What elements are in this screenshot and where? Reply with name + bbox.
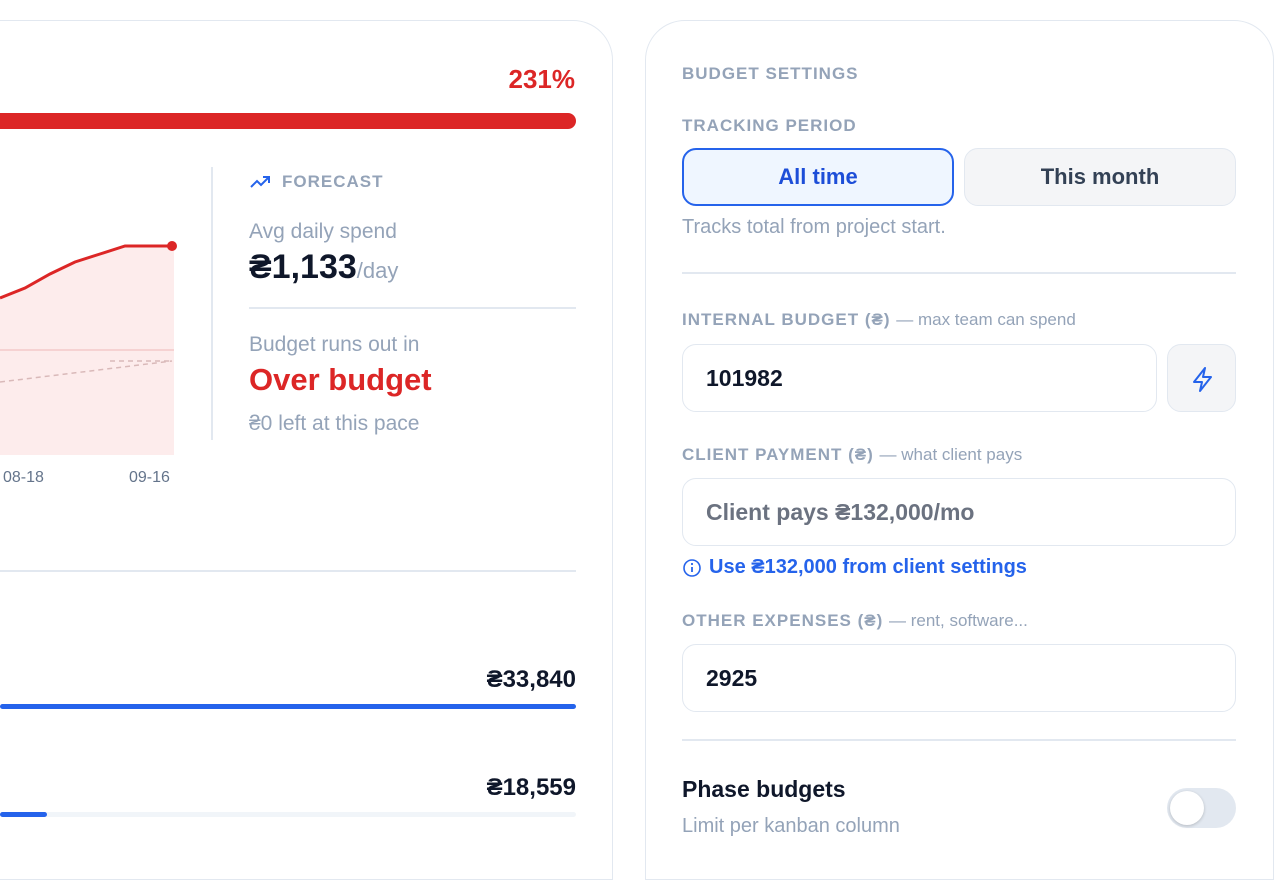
- x-label: 09-16: [129, 469, 170, 486]
- avg-row: ₴1,133/day: [249, 248, 398, 287]
- progress-bar: [0, 113, 576, 129]
- period-option[interactable]: All time: [682, 148, 954, 206]
- trend-icon: [250, 176, 270, 188]
- divider: [682, 272, 1236, 274]
- page: 231% 08-18 09-16 FORECAST Avg daily spen…: [0, 20, 1274, 880]
- toggle[interactable]: [1167, 788, 1236, 828]
- total: ₴33,840: [486, 666, 576, 693]
- percent: 231%: [508, 64, 576, 94]
- auto-button[interactable]: [1167, 344, 1236, 412]
- label-note: — rent, software...: [889, 611, 1028, 630]
- divider: [249, 307, 576, 309]
- avg-label: Avg daily spend: [249, 220, 397, 243]
- lightning-icon: [1193, 367, 1212, 392]
- period-option[interactable]: This month: [964, 148, 1236, 206]
- runout-note: ₴0 left at this pace: [249, 412, 420, 435]
- label: INTERNAL BUDGET (₴): [682, 310, 891, 329]
- hint: Tracks total from project start.: [682, 216, 946, 238]
- bar-fill: [0, 812, 47, 817]
- x-label: 08-18: [3, 469, 44, 486]
- label: OTHER EXPENSES (₴): [682, 611, 884, 630]
- phase-title: Phase budgets: [682, 776, 846, 802]
- info-icon: [683, 559, 701, 577]
- divider: [211, 167, 213, 440]
- divider: [682, 739, 1236, 741]
- settings-title: BUDGET SETTINGS: [682, 64, 859, 83]
- runout-label: Budget runs out in: [249, 333, 420, 356]
- link[interactable]: Use ₴132,000 from client settings: [709, 556, 1027, 578]
- text-input[interactable]: 2925: [682, 644, 1236, 712]
- field-label: INTERNAL BUDGET (₴) — max team can spend: [682, 310, 1076, 330]
- field-label: CLIENT PAYMENT (₴) — what client pays: [682, 445, 1022, 465]
- toggle-knob: [1170, 791, 1204, 825]
- end-dot: [167, 241, 177, 251]
- bar: [0, 704, 576, 709]
- phase-subtitle: Limit per kanban column: [682, 815, 900, 837]
- label-note: — what client pays: [879, 445, 1023, 464]
- avg-unit: /day: [356, 258, 399, 283]
- total: ₴18,559: [486, 774, 576, 801]
- text-input[interactable]: Client pays ₴132,000/mo: [682, 478, 1236, 546]
- forecast-heading: FORECAST: [282, 172, 384, 191]
- field-label: TRACKING PERIOD: [682, 116, 857, 135]
- runout-value: Over budget: [249, 362, 432, 397]
- trend-line: [0, 360, 173, 383]
- label-note: — max team can spend: [896, 310, 1076, 329]
- label: CLIENT PAYMENT (₴): [682, 445, 874, 464]
- text-input[interactable]: 101982: [682, 344, 1157, 412]
- field-label: OTHER EXPENSES (₴) — rent, software...: [682, 611, 1028, 631]
- avg-value: ₴1,133: [249, 248, 357, 286]
- bar-track: [0, 812, 576, 817]
- spend-line: [0, 244, 172, 300]
- divider: [0, 570, 576, 572]
- spend-chart: [0, 241, 177, 455]
